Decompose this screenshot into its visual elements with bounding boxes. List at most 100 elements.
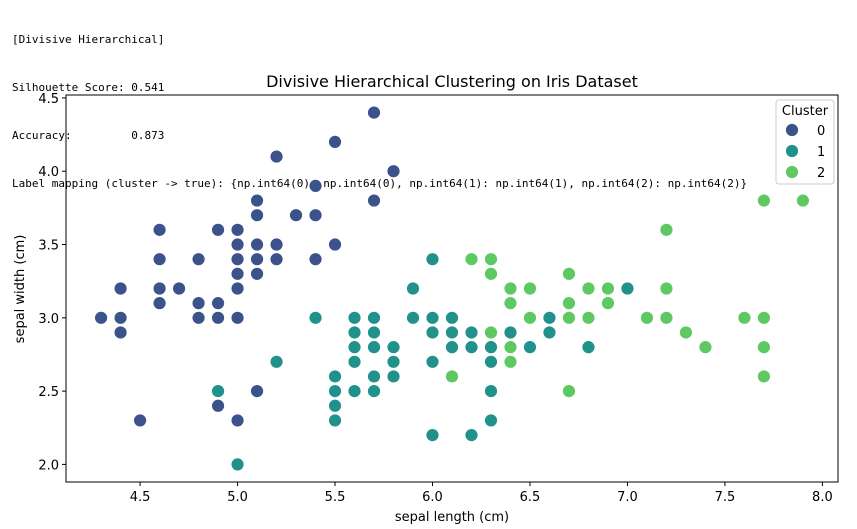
- x-tick-label: 6.0: [422, 490, 443, 505]
- y-tick-label: 4.0: [38, 165, 59, 180]
- data-point: [562, 310, 576, 325]
- data-point: [152, 296, 167, 311]
- data-point: [445, 340, 459, 355]
- y-tick-label: 2.0: [38, 458, 59, 473]
- data-point: [308, 252, 323, 267]
- y-tick-label: 4.5: [38, 92, 59, 107]
- data-point: [347, 384, 362, 399]
- data-point: [250, 384, 264, 399]
- data-point: [133, 413, 147, 428]
- data-point: [269, 149, 284, 164]
- data-point: [503, 281, 518, 296]
- data-point: [367, 384, 381, 399]
- data-point: [523, 310, 537, 325]
- data-point: [425, 252, 440, 267]
- data-point: [484, 354, 498, 369]
- data-point: [347, 340, 362, 355]
- data-point: [659, 222, 674, 237]
- data-point: [640, 310, 654, 325]
- data-point: [796, 193, 810, 208]
- y-tick-label: 3.5: [38, 239, 59, 254]
- data-point: [308, 178, 323, 193]
- data-point: [406, 281, 420, 296]
- data-point: [757, 193, 771, 208]
- data-point: [659, 310, 674, 325]
- data-point: [484, 252, 498, 267]
- data-point: [250, 193, 264, 208]
- legend-box: [775, 99, 835, 185]
- data-point: [230, 310, 245, 325]
- data-point: [211, 384, 225, 399]
- legend-marker: [785, 144, 799, 158]
- x-tick-label: 7.0: [617, 490, 638, 505]
- y-tick-label: 2.5: [38, 385, 59, 400]
- data-point: [191, 252, 206, 267]
- data-point: [172, 281, 186, 296]
- data-point: [484, 384, 498, 399]
- data-point: [601, 296, 615, 311]
- data-point: [581, 340, 596, 355]
- plot-area: 4.5 5.0 5.5 6.0 6.5 7.0 7.5 8.0 2.0 2.5 3.0 3.5 4.0 4…: [38, 92, 839, 505]
- x-tick-label: 8.0: [812, 490, 833, 505]
- data-point: [269, 354, 284, 369]
- data-point: [211, 222, 225, 237]
- x-axis-label: sepal length (cm): [395, 510, 509, 525]
- plot-frame: [65, 94, 839, 483]
- data-point: [386, 354, 401, 369]
- data-point: [562, 384, 576, 399]
- data-point: [562, 266, 576, 281]
- data-point: [230, 457, 245, 472]
- data-point: [620, 281, 635, 296]
- data-point: [308, 310, 323, 325]
- data-point: [250, 252, 264, 267]
- data-point: [562, 296, 576, 311]
- data-point: [113, 325, 128, 340]
- data-point: [503, 340, 518, 355]
- data-point: [737, 310, 752, 325]
- data-point: [367, 310, 381, 325]
- data-point: [425, 310, 440, 325]
- data-point: [230, 281, 245, 296]
- data-point: [289, 208, 303, 223]
- legend-marker: [785, 165, 799, 179]
- data-point: [269, 252, 284, 267]
- legend-label: 0: [817, 124, 825, 139]
- data-point: [94, 310, 108, 325]
- data-point: [542, 310, 557, 325]
- data-point: [347, 354, 362, 369]
- data-point: [152, 222, 167, 237]
- legend-label: 1: [817, 145, 825, 160]
- data-point: [484, 413, 498, 428]
- data-point: [464, 325, 479, 340]
- data-point: [679, 325, 693, 340]
- data-point: [386, 340, 401, 355]
- data-point: [581, 281, 596, 296]
- y-tick-label: 3.0: [38, 312, 59, 327]
- data-point: [445, 310, 459, 325]
- data-point: [464, 252, 479, 267]
- data-point: [328, 384, 342, 399]
- data-point: [328, 369, 342, 384]
- data-point: [211, 296, 225, 311]
- data-point: [425, 325, 440, 340]
- legend-title: Cluster: [782, 104, 829, 119]
- y-axis-label: sepal width (cm): [13, 235, 28, 344]
- data-point: [367, 340, 381, 355]
- data-point: [542, 325, 557, 340]
- data-point: [757, 369, 771, 384]
- data-point: [757, 310, 771, 325]
- legend-label: 2: [817, 166, 825, 181]
- console-line-accuracy: Accuracy: 0.873: [12, 129, 165, 142]
- data-point: [406, 310, 420, 325]
- data-point: [113, 310, 128, 325]
- data-point: [230, 252, 245, 267]
- data-point: [113, 281, 128, 296]
- data-point: [386, 369, 401, 384]
- data-point: [269, 237, 284, 252]
- data-point: [523, 281, 537, 296]
- data-point: [601, 281, 615, 296]
- data-point: [425, 428, 440, 442]
- data-point: [503, 296, 518, 311]
- data-point: [484, 266, 498, 281]
